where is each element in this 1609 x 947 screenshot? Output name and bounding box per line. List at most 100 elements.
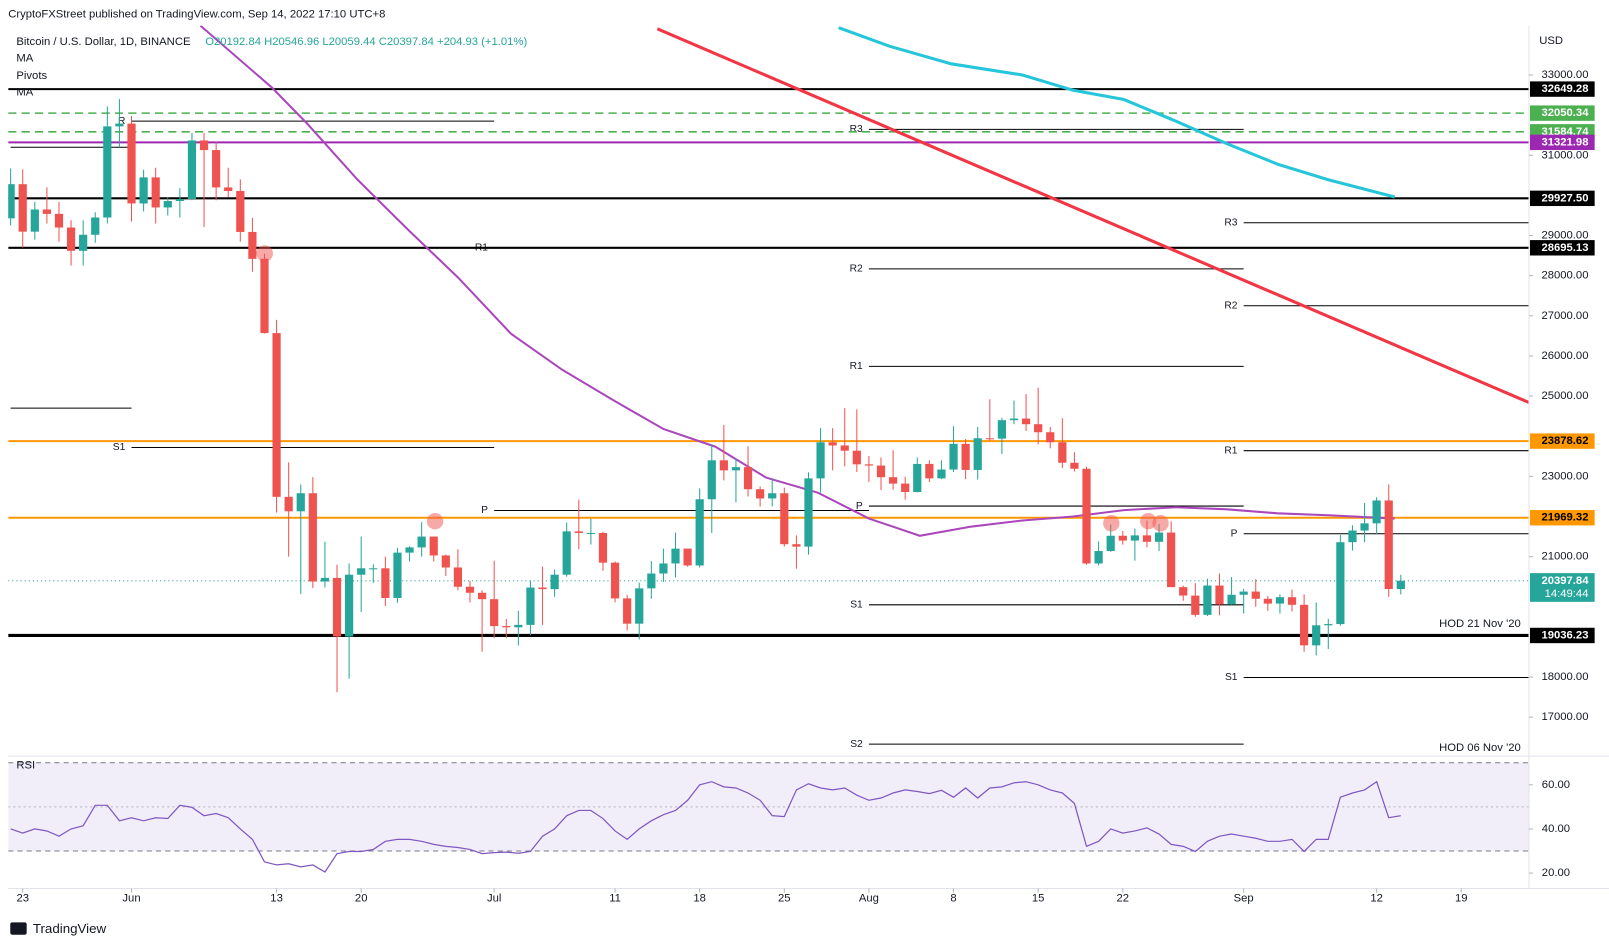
candle-body (453, 567, 463, 587)
level-label: 19036.23 (1541, 629, 1588, 641)
pivot-label: S1 (113, 442, 126, 453)
rsi-pane (8, 762, 1529, 873)
candle-body (296, 493, 305, 512)
candle-body (1312, 625, 1321, 646)
candle-body (913, 463, 922, 493)
candle-body (1251, 591, 1260, 599)
ohlc: O20192.84 H20546.96 L20059.44 C20397.84 … (205, 36, 527, 48)
symbol: Bitcoin / U.S. Dollar, 1D, BINANCE (16, 36, 191, 48)
candle-body (1094, 551, 1103, 564)
indicator: Pivots (16, 70, 47, 82)
x-tick-label: 13 (270, 893, 283, 905)
candle-body (623, 598, 632, 624)
candle-body (756, 489, 765, 499)
level-label: 28695.13 (1541, 242, 1588, 254)
candle-body (30, 209, 39, 232)
candle-body (18, 184, 27, 232)
candle-body (187, 140, 197, 200)
y-tick-label: 18000.00 (1541, 671, 1588, 683)
level-label-box (1529, 81, 1595, 97)
rsi-tick-label: 40.00 (1542, 823, 1570, 835)
axes: 33000.00 31000.00 29000.00 28000.00 27000.00… (8, 25, 1609, 905)
y-tick-label: 31000.00 (1541, 149, 1588, 161)
candle-body (91, 217, 100, 235)
y-tick-label: 25000.00 (1541, 390, 1588, 402)
x-tick-label: 18 (693, 893, 706, 905)
candle-body (381, 568, 390, 598)
candle-body (212, 150, 221, 188)
level-label: 32649.28 (1541, 83, 1588, 95)
candle-body (115, 123, 124, 127)
annotation: HOD 06 Nov '20 (1439, 742, 1521, 754)
candle-body (272, 333, 281, 497)
candle-body (731, 467, 741, 471)
candle-body (369, 568, 378, 570)
indicator-line (656, 27, 1529, 404)
candle-body (465, 586, 475, 593)
rsi-title: RSI (16, 759, 35, 771)
candle-body (308, 493, 317, 582)
x-tick-label: 11 (609, 893, 621, 905)
pivot-label: P (481, 505, 488, 516)
candle-body (598, 532, 608, 563)
candle-body (828, 442, 837, 446)
pivot-label: R (118, 116, 125, 127)
pivot-label: R3 (1224, 217, 1237, 228)
candle-body (405, 547, 414, 553)
candle-body (502, 626, 511, 628)
x-tick-label: 8 (950, 893, 956, 905)
candle-body (695, 499, 704, 566)
x-tick-label: Jun (122, 893, 140, 905)
candle-body (526, 587, 535, 625)
candle-body (876, 465, 886, 478)
indicator: MA (16, 86, 33, 98)
y-tick-label: 21000.00 (1541, 551, 1588, 563)
pivot-label: R2 (850, 264, 863, 275)
level-label-box (1529, 190, 1595, 207)
level-label-box (1529, 573, 1595, 602)
highlights (256, 245, 1169, 532)
currency: USD (1539, 35, 1563, 47)
rsi-tick-label: 20.00 (1542, 867, 1570, 879)
candle-body (127, 123, 136, 204)
level-label: 31321.98 (1541, 136, 1588, 148)
legend: Bitcoin / U.S. Dollar, 1D, BINANCE O2019… (16, 35, 1563, 771)
candle-body (635, 588, 644, 624)
indicator-line (199, 25, 1395, 537)
level-note: HOD 21 Nov '20 (1439, 618, 1521, 630)
level-label-box (1529, 105, 1595, 121)
candle-body (840, 445, 849, 451)
highlight (1152, 515, 1169, 532)
pivot-label: R2 (1224, 301, 1237, 312)
candle-body (441, 555, 450, 568)
indicator: MA (16, 52, 33, 64)
candle-body (54, 213, 64, 228)
candle-body (1300, 604, 1309, 646)
level-sublabel: 14:49:44 (1545, 588, 1589, 600)
candle-body (1046, 432, 1055, 443)
level-label: 20397.84 (1541, 575, 1589, 587)
candle-body (780, 493, 789, 545)
candle-body (1179, 587, 1188, 596)
candle-body (1263, 598, 1272, 604)
candle-body (79, 234, 88, 251)
candle-body (997, 420, 1007, 439)
candle-body (683, 548, 692, 566)
candle-body (1215, 585, 1224, 605)
candle-body (1118, 535, 1127, 541)
candle-body (961, 443, 970, 470)
candle-body (888, 477, 898, 484)
pivot-label: P (856, 501, 863, 512)
level-label-box (1529, 433, 1595, 449)
candle-body (1106, 535, 1115, 552)
pivot-label: R1 (1224, 445, 1237, 456)
candle-body (393, 552, 402, 598)
candle-body (985, 438, 994, 440)
candle-body (8, 184, 15, 219)
candle-body (550, 574, 559, 590)
highlight (1140, 513, 1157, 530)
candle-body (1396, 580, 1405, 590)
pivot-label: S1 (1225, 672, 1238, 683)
candle-body (284, 496, 293, 512)
